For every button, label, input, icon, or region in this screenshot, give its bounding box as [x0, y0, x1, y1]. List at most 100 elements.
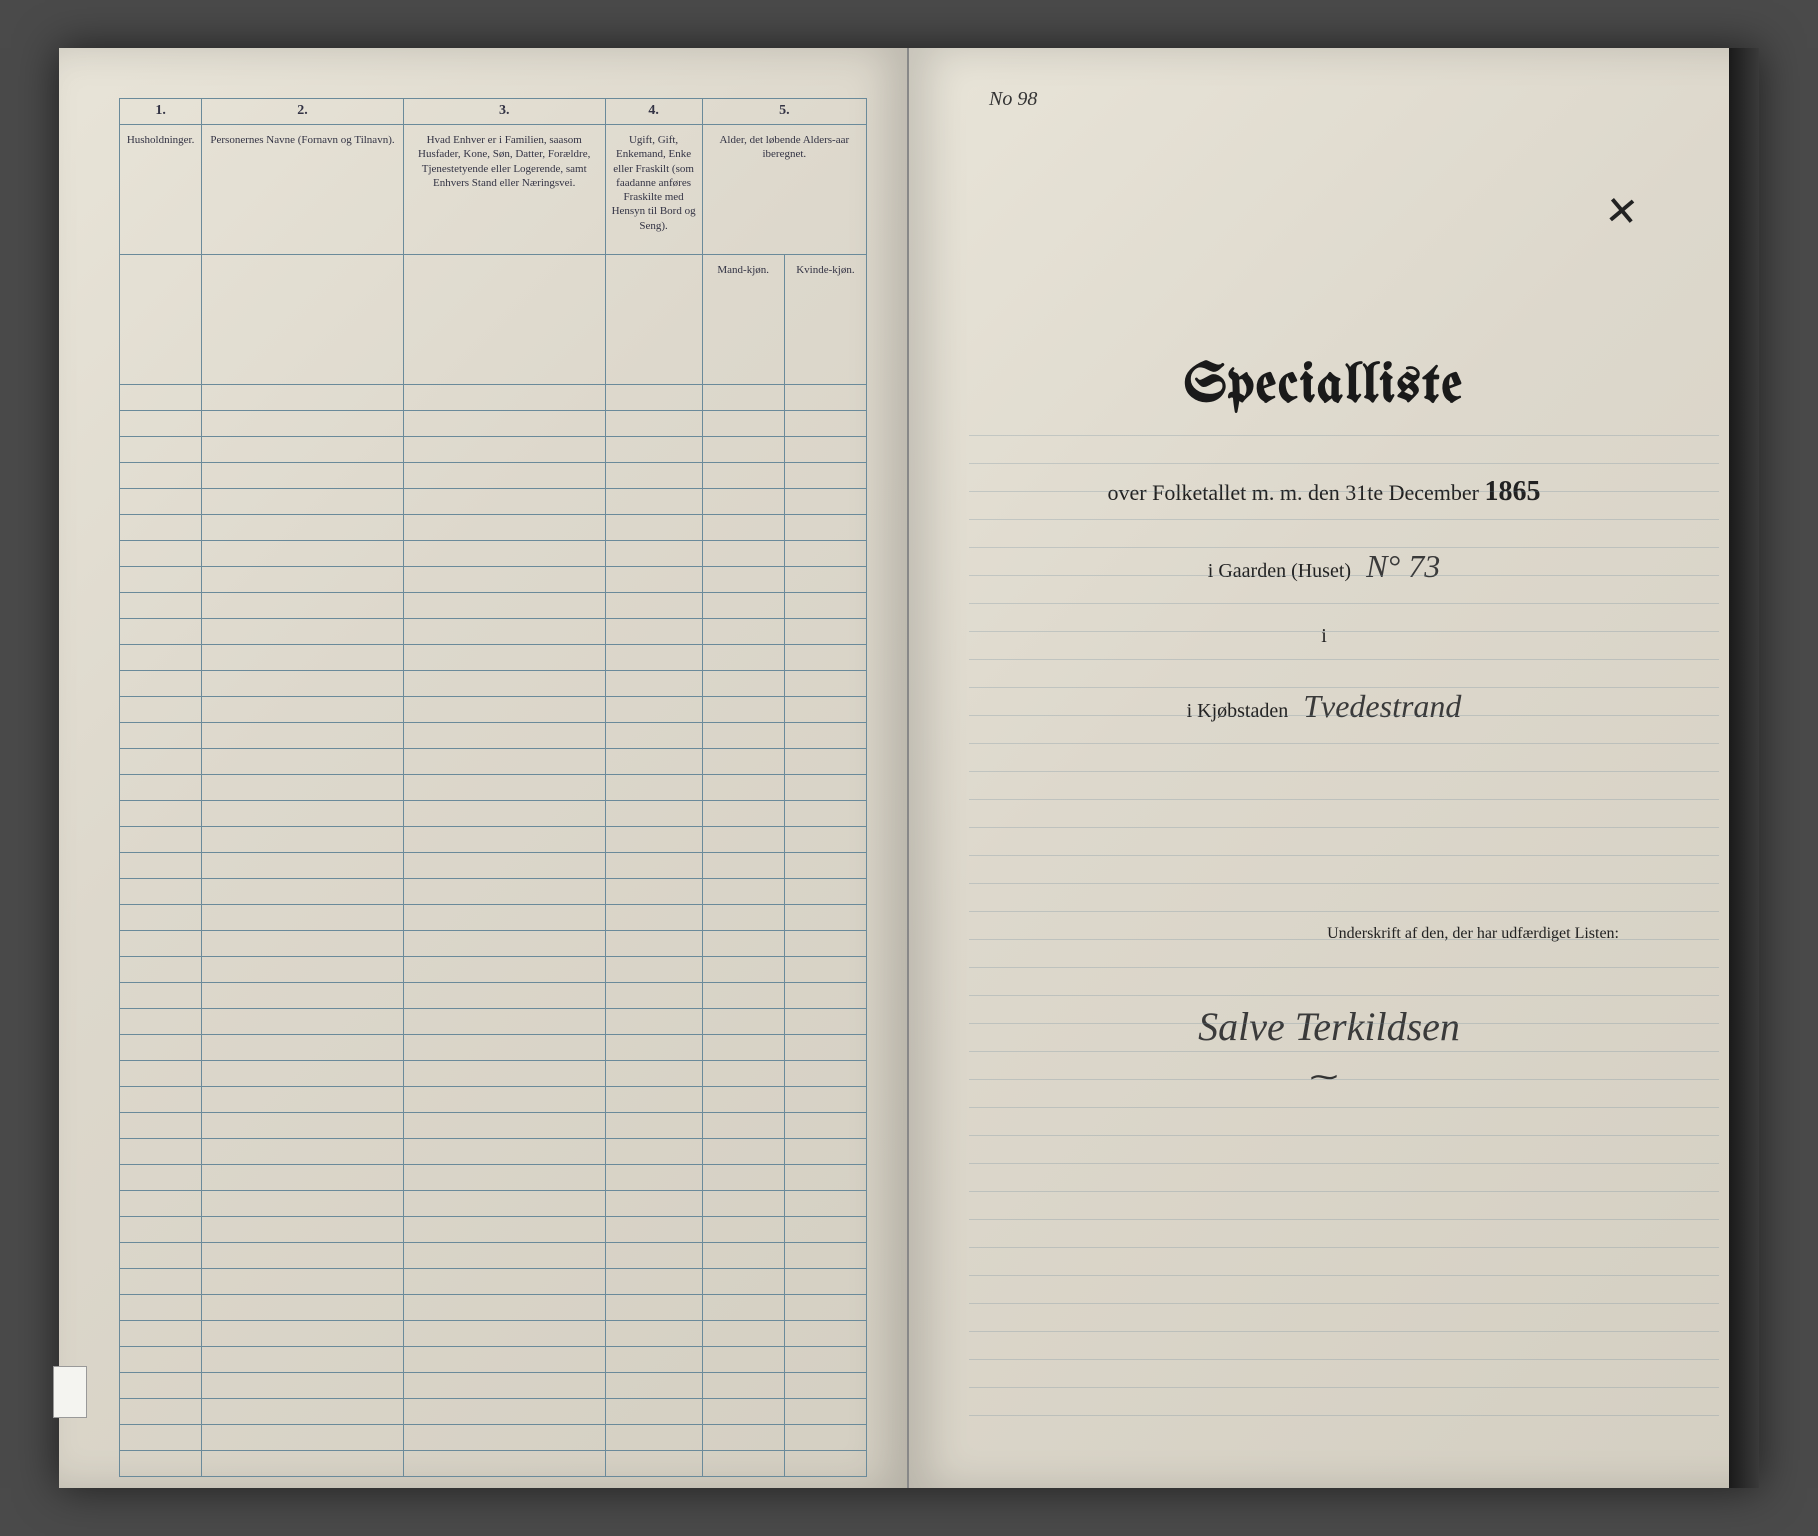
ledger-row — [120, 411, 867, 437]
ledger-cell — [202, 1399, 404, 1425]
ledger-cell — [702, 697, 784, 723]
ledger-row — [120, 671, 867, 697]
ledger-cell — [120, 411, 202, 437]
ledger-cell — [202, 801, 404, 827]
ledger-cell — [702, 463, 784, 489]
header-ugift-gift: Ugift, Gift, Enkemand, Enke eller Fraski… — [605, 125, 702, 255]
ledger-cell — [784, 619, 866, 645]
ledger-cell — [403, 1061, 605, 1087]
ledger-cell — [403, 463, 605, 489]
ledger-cell — [784, 905, 866, 931]
ledger-cell — [120, 1295, 202, 1321]
ledger-row — [120, 1295, 867, 1321]
ledger-cell — [605, 541, 702, 567]
ledger-row — [120, 1451, 867, 1477]
ledger-cell — [120, 541, 202, 567]
ledger-cell — [702, 411, 784, 437]
ledger-row — [120, 749, 867, 775]
ledger-row — [120, 1035, 867, 1061]
left-page: 1. 2. 3. 4. 5. Husholdninger. Personerne… — [59, 48, 909, 1488]
ledger-cell — [403, 957, 605, 983]
ledger-cell — [605, 1243, 702, 1269]
ledger-cell — [702, 671, 784, 697]
ledger-cell — [120, 1165, 202, 1191]
ledger-row — [120, 1425, 867, 1451]
ledger-cell — [784, 593, 866, 619]
ledger-cell — [120, 1035, 202, 1061]
ledger-cell — [403, 1269, 605, 1295]
ledger-cell — [784, 1139, 866, 1165]
ledger-cell — [120, 983, 202, 1009]
ledger-cell — [120, 775, 202, 801]
ledger-cell — [784, 1295, 866, 1321]
page-number: No 98 — [989, 88, 1037, 111]
ledger-cell — [202, 1269, 404, 1295]
ledger-cell — [120, 697, 202, 723]
ledger-cell — [403, 411, 605, 437]
ledger-cell — [702, 853, 784, 879]
ledger-cell — [605, 1295, 702, 1321]
open-book: 1. 2. 3. 4. 5. Husholdninger. Personerne… — [59, 48, 1759, 1488]
ledger-cell — [784, 1425, 866, 1451]
column-subheader-row: Mand-kjøn. Kvinde-kjøn. — [120, 255, 867, 385]
header-familien: Hvad Enhver er i Familien, saasom Husfad… — [403, 125, 605, 255]
ledger-cell — [784, 749, 866, 775]
ledger-cell — [702, 1321, 784, 1347]
ledger-row — [120, 515, 867, 541]
ledger-cell — [784, 1243, 866, 1269]
ledger-cell — [202, 1425, 404, 1451]
ledger-cell — [605, 1269, 702, 1295]
ledger-cell — [202, 1217, 404, 1243]
ledger-cell — [702, 1373, 784, 1399]
header-mandkjon: Mand-kjøn. — [702, 255, 784, 385]
ledger-cell — [403, 671, 605, 697]
ledger-cell — [403, 697, 605, 723]
ledger-cell — [120, 957, 202, 983]
ledger-cell — [202, 775, 404, 801]
ledger-cell — [202, 1451, 404, 1477]
right-page: No 98 ✕ Specialliste over Folketallet m.… — [909, 48, 1759, 1488]
ledger-cell — [403, 801, 605, 827]
ledger-row — [120, 463, 867, 489]
ledger-cell — [403, 1425, 605, 1451]
ledger-row — [120, 593, 867, 619]
ledger-cell — [120, 801, 202, 827]
ledger-cell — [702, 931, 784, 957]
ledger-row — [120, 1139, 867, 1165]
header-alder: Alder, det løbende Alders-aar iberegnet. — [702, 125, 866, 255]
ledger-row — [120, 1321, 867, 1347]
ledger-cell — [403, 1035, 605, 1061]
ledger-cell — [702, 801, 784, 827]
ledger-cell — [784, 1217, 866, 1243]
ledger-cell — [403, 723, 605, 749]
ledger-cell — [702, 1035, 784, 1061]
sub-blank-2 — [202, 255, 404, 385]
ledger-cell — [702, 593, 784, 619]
ledger-cell — [120, 567, 202, 593]
ledger-cell — [784, 801, 866, 827]
ledger-cell — [784, 1035, 866, 1061]
ledger-cell — [120, 1061, 202, 1087]
ledger-cell — [702, 437, 784, 463]
ledger-cell — [605, 1087, 702, 1113]
ledger-cell — [120, 1087, 202, 1113]
ledger-cell — [605, 567, 702, 593]
ledger-cell — [702, 1399, 784, 1425]
ledger-cell — [784, 1269, 866, 1295]
ledger-cell — [120, 1321, 202, 1347]
ledger-cell — [120, 593, 202, 619]
ledger-cell — [784, 983, 866, 1009]
signature-flourish: ⁓ — [969, 1060, 1679, 1094]
ledger-row — [120, 645, 867, 671]
ledger-cell — [702, 645, 784, 671]
gaarden-label: i Gaarden (Huset) — [1208, 560, 1351, 582]
ledger-cell — [120, 1451, 202, 1477]
ledger-cell — [784, 1451, 866, 1477]
colnum-1: 1. — [120, 99, 202, 125]
ledger-cell — [605, 1139, 702, 1165]
ledger-cell — [403, 1009, 605, 1035]
colnum-3: 3. — [403, 99, 605, 125]
ledger-cell — [120, 853, 202, 879]
ledger-row — [120, 1373, 867, 1399]
ledger-cell — [605, 1347, 702, 1373]
